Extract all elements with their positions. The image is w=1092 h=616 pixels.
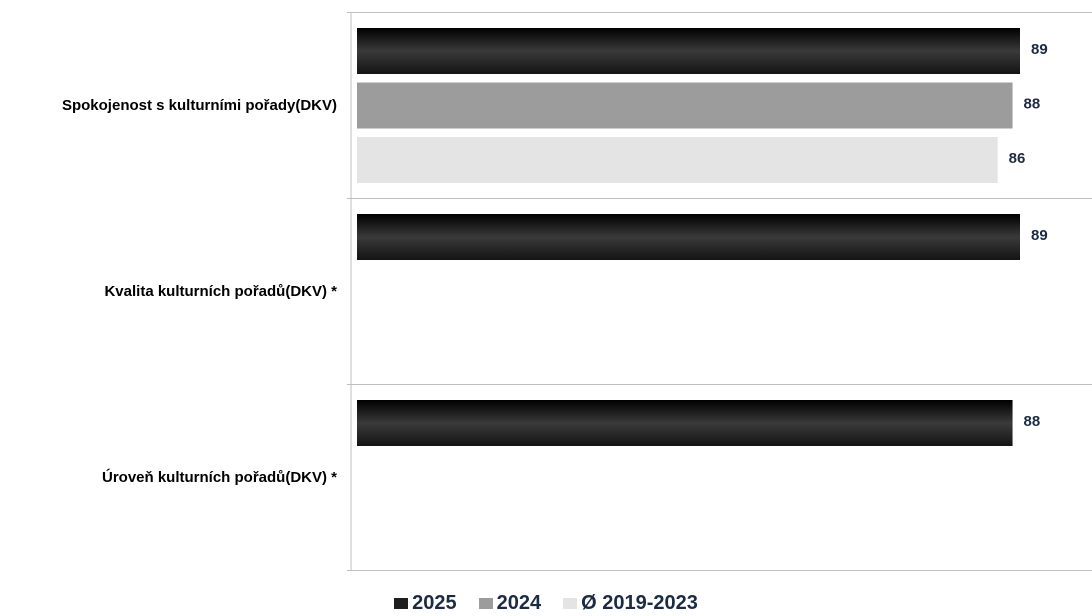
legend-label: Ø 2019-2023 <box>581 591 698 614</box>
legend-swatch <box>394 597 409 609</box>
legend-item: 2024 <box>478 591 542 615</box>
bar-2025 <box>357 400 1013 446</box>
bar-2025 <box>357 28 1020 74</box>
category-label: Spokojenost s kulturními pořady(DKV) <box>62 97 337 114</box>
legend: 2025 2024 Ø 2019-2023 <box>0 591 1092 615</box>
legend-item: 2025 <box>394 592 457 615</box>
value-label: 86 <box>1009 150 1026 167</box>
value-label: 88 <box>1024 96 1041 113</box>
value-label: 88 <box>1024 413 1041 430</box>
legend-label: 2024 <box>496 591 542 614</box>
bar-chart: Spokojenost s kulturními pořady(DKV) 89 88… <box>62 12 1092 571</box>
legend-label: 2025 <box>412 591 457 614</box>
legend-item: Ø 2019-2023 <box>563 592 698 615</box>
value-label: 89 <box>1031 227 1048 244</box>
category-label: Úroveň kulturních pořadů(DKV) * <box>102 468 337 486</box>
bar-2025 <box>357 214 1020 260</box>
value-label: 89 <box>1031 41 1048 58</box>
legend-swatch <box>478 597 493 609</box>
bar-2019-2023 <box>357 137 998 183</box>
category-label: Kvalita kulturních pořadů(DKV) * <box>104 283 337 300</box>
bar-2024 <box>357 82 1013 129</box>
legend-swatch <box>563 597 578 609</box>
